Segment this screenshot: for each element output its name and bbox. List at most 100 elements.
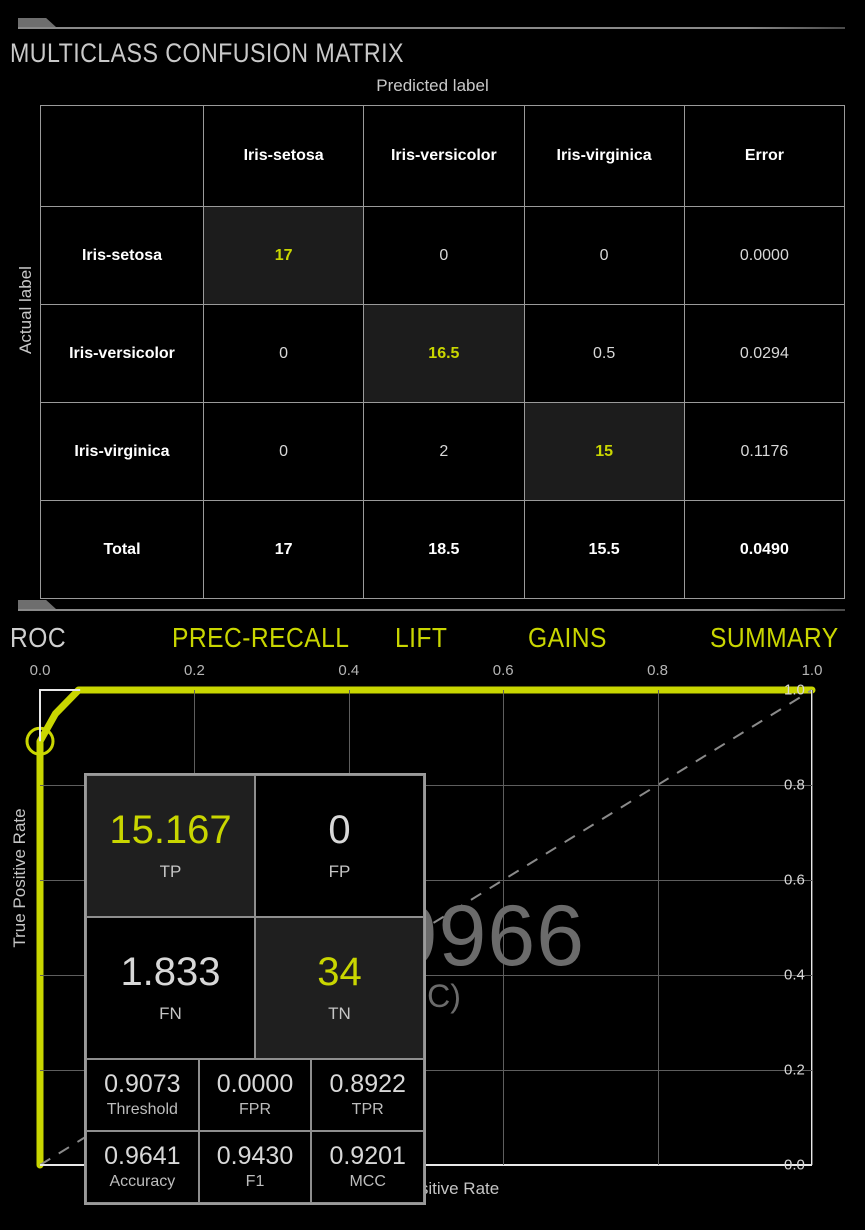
metric-key: FPR	[239, 1100, 271, 1118]
matrix-cell-1-0: 0	[202, 304, 365, 403]
matrix-cell-0-3: 0.0000	[683, 206, 846, 305]
metric-value: 34	[317, 950, 362, 994]
metric-key: MCC	[349, 1172, 386, 1190]
total-row-label: Total	[40, 500, 204, 599]
total-cell-0: 17	[202, 500, 365, 599]
row-label: Iris-versicolor	[40, 304, 204, 403]
row-label: Iris-virginica	[40, 402, 204, 501]
chart-tab-bar[interactable]: ROC PREC-RECALL LIFT GAINS SUMMARY	[0, 622, 865, 666]
gridline-horizontal-2	[40, 975, 812, 976]
tab-roc[interactable]: ROC	[10, 622, 67, 653]
matrix-cell-2-1: 2	[363, 402, 525, 501]
separator-rule	[18, 27, 845, 29]
tab-summary[interactable]: SUMMARY	[710, 622, 839, 653]
x-tick-0.0: 0.0	[29, 662, 51, 679]
x-axis-line	[40, 1164, 812, 1166]
y-tick-1.0: 1.0	[784, 681, 805, 699]
matrix-cell-1-1: 16.5	[363, 304, 525, 403]
metric-tn: 34 TN	[255, 917, 424, 1059]
y-tick-0.4: 0.4	[784, 966, 805, 984]
metrics-stat-row: 0.9641 Accuracy 0.9430 F1 0.9201 MCC	[86, 1131, 425, 1203]
metric-accuracy: 0.9641 Accuracy	[86, 1131, 199, 1203]
matrix-cell-2-3: 0.1176	[683, 402, 846, 501]
matrix-cell-2-0: 0	[202, 402, 365, 501]
matrix-cell-1-3: 0.0294	[683, 304, 846, 403]
y-axis-title: True Positive Rate	[10, 808, 29, 948]
tab-gains[interactable]: GAINS	[528, 622, 607, 653]
predicted-label-caption: Predicted label	[376, 76, 489, 95]
metric-value: 0.8922	[329, 1069, 406, 1098]
column-header-2: Iris-versicolor	[363, 105, 525, 207]
panel-corner-tab-icon-2	[18, 600, 56, 609]
metric-tp: 15.167 TP	[86, 775, 255, 917]
column-header-4: Error	[683, 105, 846, 207]
metric-key: FP	[328, 862, 351, 881]
total-cell-1: 18.5	[363, 500, 525, 599]
metric-value: 0.9201	[329, 1141, 406, 1170]
threshold-guide	[39, 689, 81, 742]
metric-f1: 0.9430 F1	[198, 1131, 312, 1203]
metric-tpr: 0.8922 TPR	[311, 1059, 425, 1131]
roc-plot-area: 0.0 0.2 0.4 0.6 0.8 1.0	[25, 662, 822, 1169]
table-row: Iris-virginica 0 2 15 0.1176	[40, 402, 846, 501]
x-tick-0.6: 0.6	[492, 662, 514, 679]
table-row: Iris-versicolor 0 16.5 0.5 0.0294	[40, 304, 846, 403]
metric-value: 0.9073	[104, 1069, 181, 1098]
x-tick-0.2: 0.2	[183, 662, 205, 679]
matrix-cell-2-2: 15	[523, 402, 685, 501]
confusion-matrix-table: Iris-setosa Iris-versicolor Iris-virginica…	[40, 105, 846, 599]
metric-value: 1.833	[120, 950, 221, 994]
gridline-vertical-5	[812, 690, 813, 1165]
metric-value: 0.9641	[104, 1141, 181, 1170]
total-cell-2: 15.5	[523, 500, 685, 599]
separator-rule-2	[18, 609, 845, 611]
page-title: MULTICLASS CONFUSION MATRIX	[10, 38, 404, 68]
table-total-row: Total 17 18.5 15.5 0.0490	[40, 500, 846, 599]
x-tick-0.4: 0.4	[338, 662, 360, 679]
tab-lift[interactable]: LIFT	[395, 622, 448, 653]
metric-key: TN	[328, 1004, 351, 1023]
y-tick-0.2: 0.2	[784, 1061, 805, 1079]
gridline-vertical-3	[503, 690, 505, 1165]
column-header-3: Iris-virginica	[523, 105, 685, 207]
y-tick-0.8: 0.8	[784, 776, 805, 794]
gridline-horizontal-4	[40, 785, 812, 786]
metrics-stat-row: 0.9073 Threshold 0.0000 FPR 0.8922 TPR	[86, 1059, 425, 1131]
matrix-cell-0-0: 17	[202, 206, 365, 305]
metric-key: FN	[159, 1004, 182, 1023]
tab-prec-recall[interactable]: PREC-RECALL	[172, 622, 350, 653]
x-tick-1.0: 1.0	[801, 662, 823, 679]
metric-mcc: 0.9201 MCC	[311, 1131, 425, 1203]
panel-corner-tab-icon	[18, 18, 56, 27]
matrix-cell-1-2: 0.5	[523, 304, 685, 403]
section-separator-top	[0, 18, 865, 32]
row-label: Iris-setosa	[40, 206, 204, 305]
metric-key: TPR	[351, 1100, 384, 1118]
metric-value: 0.0000	[216, 1069, 294, 1098]
actual-label-caption: Actual label	[16, 266, 35, 354]
table-header-row: Iris-setosa Iris-versicolor Iris-virginica…	[40, 105, 846, 207]
roc-curve-svg	[25, 686, 816, 1169]
column-header-0	[40, 105, 204, 207]
metric-fpr: 0.0000 FPR	[198, 1059, 312, 1131]
total-cell-3: 0.0490	[683, 500, 846, 599]
matrix-cell-0-1: 0	[363, 206, 525, 305]
y-tick-0.6: 0.6	[784, 871, 805, 889]
x-tick-0.8: 0.8	[647, 662, 669, 679]
metric-value: 0.9430	[216, 1141, 294, 1170]
confusion-matrix: Iris-setosa Iris-versicolor Iris-virginica…	[40, 105, 846, 599]
metric-fp: 0 FP	[255, 775, 424, 917]
metric-key: Accuracy	[109, 1172, 176, 1190]
section-separator-roc	[0, 600, 865, 614]
metrics-overlay-panel: 15.167 TP 0 FP 1.833 FN 34 TN 0.9073 Threshold 0.0…	[84, 773, 426, 1205]
metric-value: 15.167	[109, 808, 232, 852]
metric-key: F1	[245, 1172, 265, 1190]
metric-key: TP	[159, 862, 182, 881]
metrics-quadrant-row: 15.167 TP 0 FP	[86, 775, 424, 917]
gridline-horizontal-3	[40, 880, 812, 881]
matrix-cell-0-2: 0	[523, 206, 685, 305]
series-1	[39, 689, 813, 1166]
gridline-vertical-4	[657, 690, 659, 1165]
metric-fn: 1.833 FN	[86, 917, 255, 1059]
metric-threshold: 0.9073 Threshold	[86, 1059, 199, 1131]
